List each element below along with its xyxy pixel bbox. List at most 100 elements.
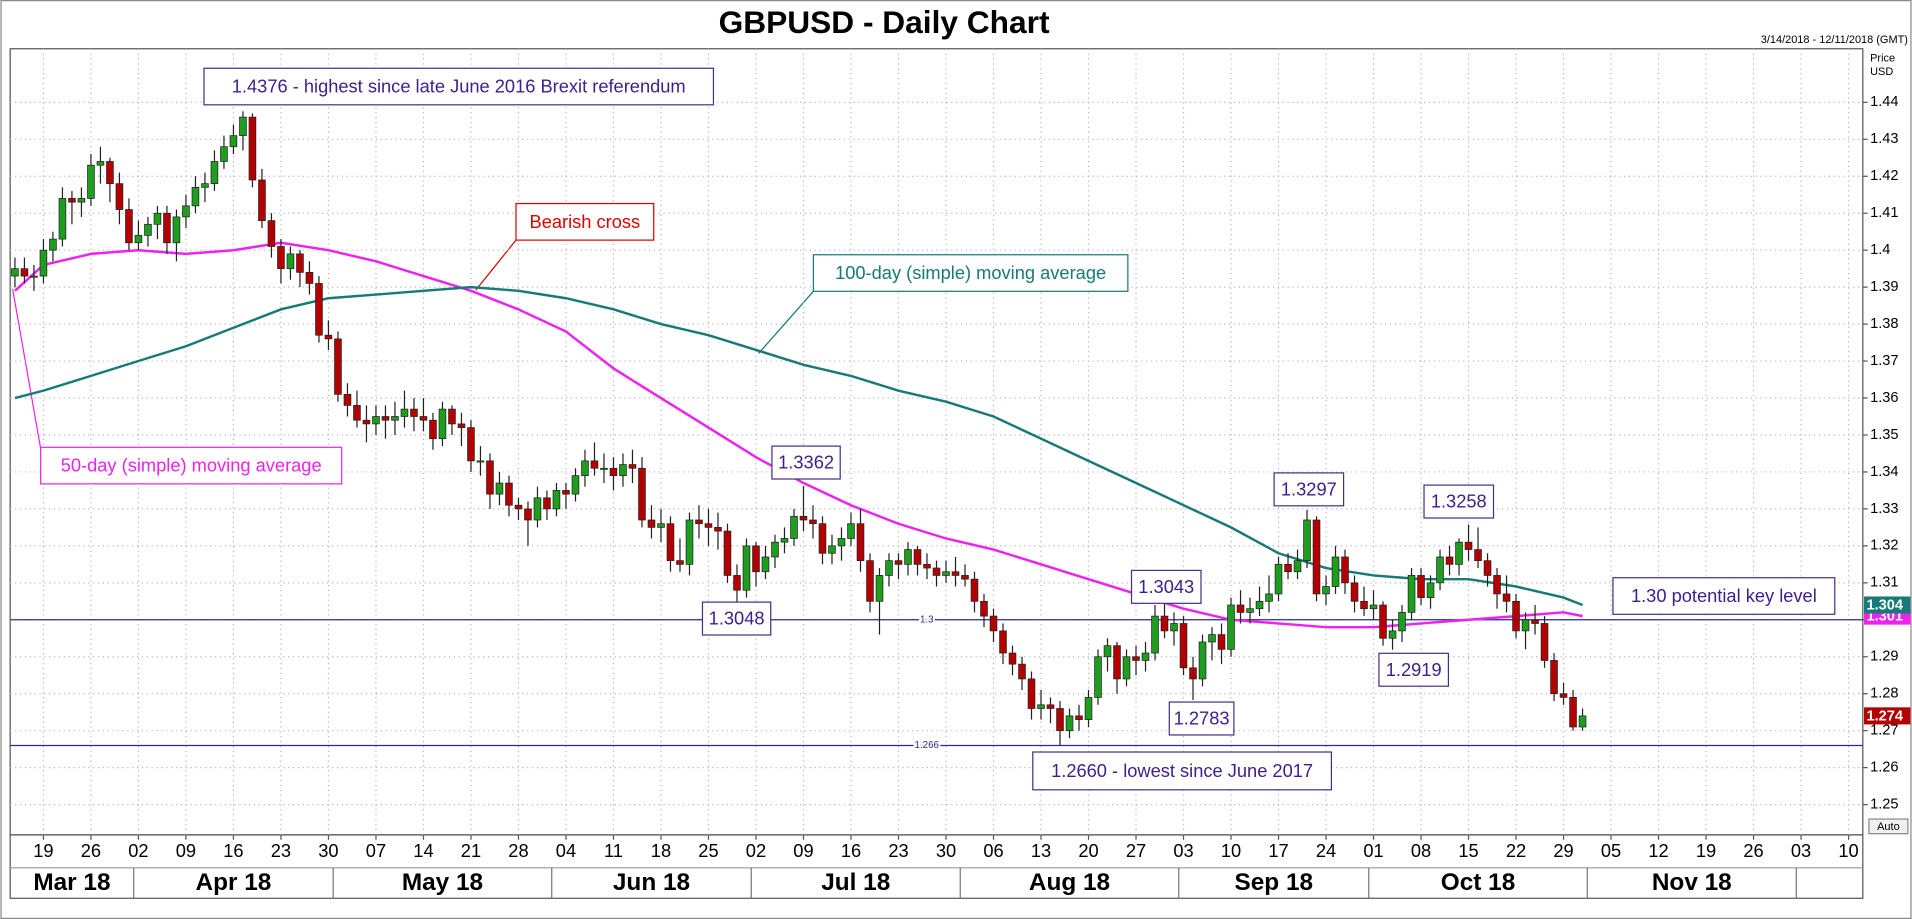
candle-body (1227, 604, 1235, 650)
candle-body (495, 482, 504, 495)
x-tick-label: 23 (888, 840, 908, 861)
candle-body (1464, 541, 1473, 550)
annotation-text: 50-day (simple) moving average (61, 455, 322, 476)
x-tick-label: 02 (128, 840, 148, 861)
candle-body (1027, 678, 1036, 709)
month-label: Aug 18 (1029, 869, 1110, 896)
y-tick-label: 1.34 (1870, 464, 1898, 480)
x-tick-label: 30 (936, 840, 956, 861)
x-tick-label: 07 (366, 840, 386, 861)
moving-average-line (14, 241, 1583, 629)
candle-body (961, 575, 969, 580)
candle-body (1170, 623, 1178, 632)
candle-body (1322, 586, 1330, 595)
candle-body (1141, 652, 1150, 661)
candle-body (381, 416, 390, 421)
candle-body (144, 223, 152, 236)
candle-body (1512, 600, 1520, 632)
annotation-text: 1.2660 - lowest since June 2017 (1051, 760, 1313, 781)
candle-body (391, 416, 399, 421)
annotation-box (1378, 652, 1450, 687)
x-tick-label: 27 (1126, 840, 1146, 861)
x-tick-label: 18 (651, 840, 671, 861)
candle-body (1217, 634, 1226, 650)
x-tick-label: 15 (1458, 840, 1478, 861)
candle-body (258, 179, 266, 221)
candle-body (134, 235, 143, 244)
y-tick-label: 1.25 (1870, 796, 1898, 812)
x-tick-label: 26 (81, 840, 101, 861)
y-tick-label: 1.43 (1870, 131, 1898, 147)
candle-body (543, 497, 551, 510)
scale-button[interactable] (1868, 818, 1909, 835)
month-label: Sep 18 (1234, 869, 1313, 896)
annotation-box (771, 445, 841, 480)
x-tick-label: 08 (1411, 840, 1431, 861)
candle-body (343, 393, 352, 406)
candle-body (96, 161, 105, 166)
candle-body (1113, 645, 1121, 680)
annotation-box (1168, 701, 1235, 736)
candle-body (1455, 541, 1463, 565)
candle-body (248, 116, 257, 181)
candle-body (761, 556, 770, 573)
candle-body (1046, 704, 1055, 709)
candle-body (695, 519, 703, 525)
candle-body (1312, 519, 1321, 595)
x-tick-label: 17 (1268, 840, 1288, 861)
candle-body (1284, 563, 1292, 573)
candle-body (457, 423, 466, 428)
candle-body (1094, 656, 1102, 698)
candle-body (163, 212, 171, 244)
candle-body (1493, 575, 1501, 595)
candle-body (704, 523, 713, 528)
annotation-text: Bearish cross (530, 211, 641, 232)
candle-body (1132, 656, 1140, 661)
candle-body (1502, 593, 1511, 602)
candle-body (1236, 604, 1245, 613)
candle-body (1578, 715, 1587, 728)
candle-body (571, 475, 580, 495)
candle-body (172, 216, 181, 244)
y-tick-label: 1.26 (1870, 759, 1898, 775)
x-tick-label: 10 (1838, 840, 1858, 861)
month-label: Jul 18 (821, 869, 890, 896)
candle-body (742, 545, 751, 591)
candle-body (239, 116, 247, 136)
candle-body (1179, 623, 1188, 669)
annotation-text: 1.2783 (1174, 708, 1230, 729)
candle-body (1246, 608, 1254, 613)
candle-body (1084, 697, 1093, 720)
candle-body (752, 545, 760, 573)
candle-body (1075, 715, 1083, 720)
y-tick-label: 1.39 (1870, 279, 1898, 295)
annotation-box (1130, 569, 1202, 604)
candle-body (932, 567, 941, 576)
candle-body (828, 545, 836, 554)
candle-body (514, 504, 523, 510)
x-tick-label: 09 (176, 840, 196, 861)
annotation-text: 1.4376 - highest since late June 2016 Br… (232, 76, 686, 97)
annotation-text: 1.30 potential key level (1631, 585, 1817, 606)
price-tag-label: 1.304 (1866, 597, 1903, 613)
x-tick-label: 22 (1506, 840, 1526, 861)
candle-body (210, 161, 219, 185)
candle-body (780, 538, 789, 543)
candle-body (1531, 619, 1539, 624)
candle-body (1065, 715, 1074, 732)
candle-body (1151, 615, 1159, 654)
candle-body (628, 464, 637, 469)
candle-body (685, 519, 694, 565)
candle-body (1160, 615, 1169, 632)
candle-body (1208, 634, 1216, 643)
candle-body (11, 268, 19, 277)
annotation-text: 100-day (simple) moving average (835, 262, 1106, 283)
candle-body (619, 464, 627, 477)
annotation-text: 1.3362 (778, 452, 834, 473)
candle-body (1341, 556, 1349, 584)
x-tick-label: 12 (1648, 840, 1668, 861)
candle-body (39, 249, 48, 277)
candle-body (1379, 604, 1387, 639)
candle-body (486, 460, 494, 495)
